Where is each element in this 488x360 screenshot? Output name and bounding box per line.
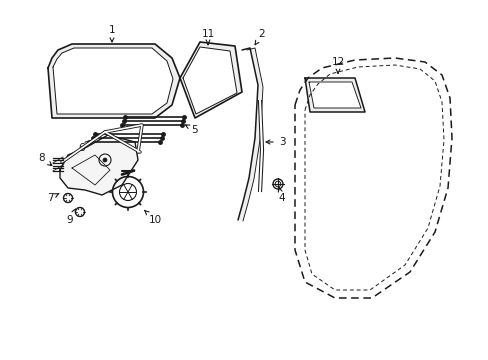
Text: 2: 2 [255,29,265,45]
Polygon shape [238,48,263,221]
Text: 1: 1 [108,25,115,42]
Polygon shape [180,42,242,118]
Text: 12: 12 [331,57,344,73]
Text: 5: 5 [185,125,198,135]
Text: 8: 8 [39,153,52,166]
Text: 10: 10 [144,210,161,225]
Text: 7: 7 [46,193,59,203]
Text: 11: 11 [201,29,214,45]
Polygon shape [305,78,364,112]
Text: 9: 9 [66,209,75,225]
Text: 3: 3 [265,137,285,147]
Text: 4: 4 [278,188,285,203]
Polygon shape [60,135,138,195]
Polygon shape [48,44,180,118]
Text: 6: 6 [79,141,89,153]
Circle shape [103,158,107,162]
